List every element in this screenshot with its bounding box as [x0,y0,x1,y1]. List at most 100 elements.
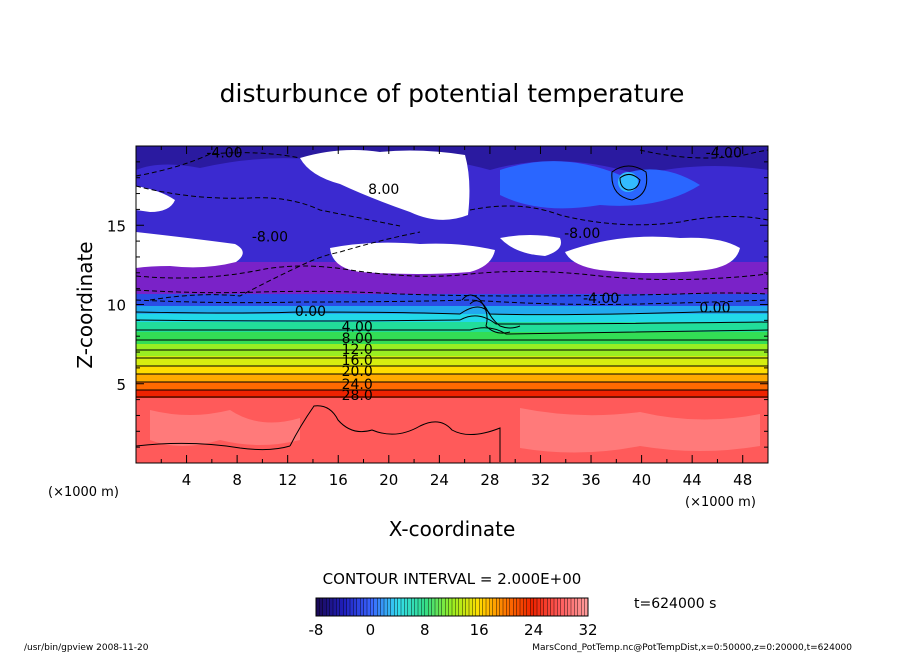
colorbar-cell [536,597,541,617]
colorbar-cell [581,597,586,617]
plot-area [136,146,768,463]
x-tick-label: 36 [581,471,600,489]
band-orange [136,382,768,390]
x-axis-label: X-coordinate [389,517,516,541]
colorbar-cell [492,597,497,617]
band-cyan [136,314,768,322]
x-tick-label: 4 [182,471,192,489]
colorbar-cell [360,597,365,617]
x-tick-label: 12 [278,471,297,489]
footer-left: /usr/bin/gpview 2008-11-20 [24,643,149,653]
colorbar-cell [540,597,545,617]
colorbar-cell [438,597,443,617]
colorbar-cell [479,597,484,617]
contour-labels: -4.00 8.00 -4.00 -8.00 -8.00 -4.00 0.00 0.00 4.0… [206,145,742,404]
colorbar-cell [326,597,331,617]
contour-interval-label: CONTOUR INTERVAL = 2.000E+00 [323,570,582,588]
x-axis: 4 8 12 16 20 24 28 32 36 40 44 48 [160,146,752,489]
chart-title: disturbunce of potential temperature [220,79,685,108]
colorbar-cell [530,597,535,617]
contour-solid-spot-inner [619,174,641,191]
contour-label: -4.00 [706,145,742,161]
band-light-blue [136,306,768,314]
colorbar-tick-label: 24 [524,621,543,639]
white-cloud-right-small [500,235,561,256]
y-axis-label: Z-coordinate [73,241,97,368]
contour-label: -8.00 [564,226,600,242]
colorbar-cell [346,597,351,617]
band-yellow-green [136,356,768,366]
colorbar-cell [336,597,341,617]
x-axis-unit: (×1000 m) [685,495,756,510]
colorbar-cell [414,597,419,617]
colorbar [315,597,589,617]
colorbar-cell [574,597,579,617]
colorbar-cell [557,597,562,617]
colorbar-cell [516,597,521,617]
colorbar-cell [322,597,327,617]
lower-pink-patches-2 [520,408,760,453]
colorbar-cell [339,597,344,617]
y-tick-label: 15 [107,217,126,235]
band-yellow [136,366,768,374]
white-cloud-left [136,232,243,268]
colorbar-tick-label: 16 [470,621,489,639]
colorbar-frame [315,597,589,617]
colorbar-cell [523,597,528,617]
contour-dashed-mid-1 [136,265,768,281]
x-tick-label: 44 [683,471,702,489]
time-label: t=624000 s [634,596,716,612]
colorbar-cell [343,597,348,617]
contour-dashed-mid-2 [136,289,768,297]
colorbar-cell [431,597,436,617]
contour-dashed-upper-2 [469,205,768,226]
colorbar-cell [465,597,470,617]
colorbar-cell [319,597,324,617]
colorbar-cell [315,597,320,617]
colorbar-cell [513,597,518,617]
contour-dashed-upper-1 [136,185,401,227]
contour-4 [136,315,768,325]
colorbar-cell [499,597,504,617]
y-tick-label: 10 [107,297,126,315]
colorbar-cell [564,597,569,617]
contour-label: 4.00 [342,320,373,336]
contour-left-slant [149,231,421,301]
colorbar-cell [482,597,487,617]
colorbar-cell [377,597,382,617]
colorbar-cell [407,597,412,617]
x-tick-label: 20 [379,471,398,489]
colorbar-cell [485,597,490,617]
colorbar-cell [400,597,405,617]
colorbar-cell [451,597,456,617]
band-red [136,390,768,398]
y-axis: 5 10 15 [107,161,768,448]
colorbar-cell [489,597,494,617]
white-cloud-upper [300,150,470,220]
colorbar-cell [462,597,467,617]
contour-label: 8.00 [368,182,399,198]
contour-label: -4.00 [206,145,242,161]
contour-label: 28.0 [342,388,373,404]
colorbar-cell [560,597,565,617]
colorbar-cell [411,597,416,617]
colorbar-tick-label: 0 [366,621,376,639]
colorbar-cell [441,597,446,617]
contour-dashed-top [136,152,301,177]
colorbar-cell [509,597,514,617]
colorbar-cell [448,597,453,617]
colorbar-cell [570,597,575,617]
colorbar-cell [445,597,450,617]
colorbar-cell [363,597,368,617]
colorbar-cell [506,597,511,617]
contour-label: 16.0 [342,353,373,369]
colorbar-cell [366,597,371,617]
colorbar-cell [424,597,429,617]
colorbar-cell [394,597,399,617]
colorbar-cell [550,597,555,617]
colorbar-cell [577,597,582,617]
colorbar-cell [455,597,460,617]
upper-light-blue-patch [500,161,700,209]
x-tick-label: 8 [232,471,242,489]
